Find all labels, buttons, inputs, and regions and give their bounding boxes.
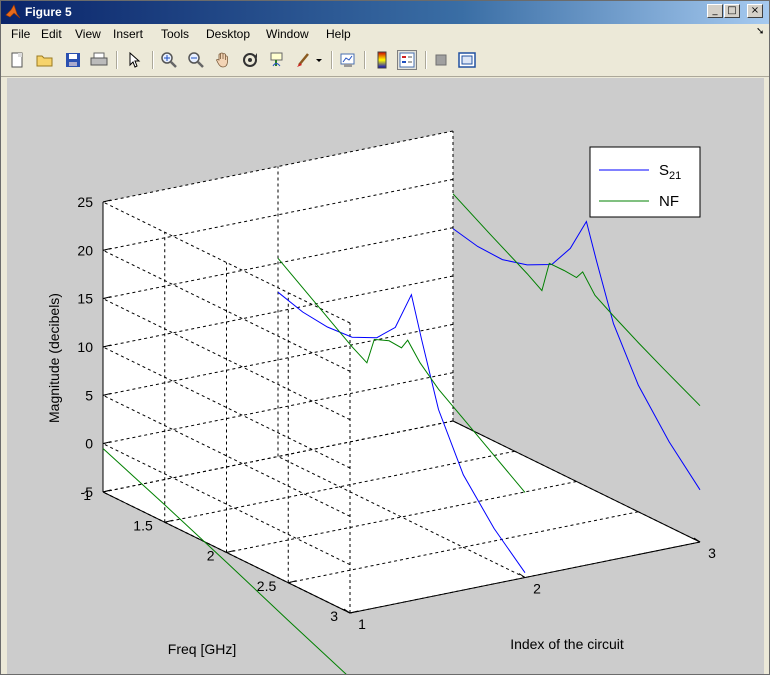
menu-desktop[interactable]: Desktop: [206, 27, 251, 41]
grid-z-side: [102, 394, 351, 517]
title-bar[interactable]: Figure 5 _ □ ×: [1, 1, 769, 24]
zoom-out-icon[interactable]: [186, 50, 206, 70]
series-nf-circuit-2: [277, 257, 526, 493]
toolbar-separator: [425, 51, 427, 69]
z-tick-mark: [102, 199, 112, 203]
toolbar-separator: [152, 51, 154, 69]
save-icon[interactable]: [63, 50, 83, 70]
zlabel: Magnitude (decibels): [46, 293, 62, 423]
y-tick-mark: [349, 610, 359, 614]
new-figure-icon[interactable]: [7, 50, 27, 70]
dock-arrow-icon[interactable]: ➘: [756, 26, 765, 37]
x-tick-label: 2: [533, 581, 541, 597]
figure-toolbar: [1, 44, 769, 77]
z-tick-label: 20: [77, 242, 93, 258]
z-tick-label: 5: [85, 387, 93, 403]
series-s21-circuit-2: [277, 291, 526, 573]
link-plot-icon[interactable]: [338, 50, 358, 70]
figure-canvas[interactable]: -5 0 5 10 15 20 25 1 1.5 2 2.5 3 1 2 3 Magnitude (deci…: [7, 78, 764, 674]
x-tick-label: 1: [358, 616, 366, 632]
y-tick-mark: [226, 550, 235, 553]
y-tick-label: 2.5: [257, 578, 277, 594]
zoom-in-icon[interactable]: [159, 50, 179, 70]
data-cursor-icon[interactable]: [267, 50, 287, 70]
pan-icon[interactable]: [213, 50, 233, 70]
grid-z-side: [102, 298, 351, 421]
brush-dropdown-icon[interactable]: [314, 50, 324, 70]
menu-edit[interactable]: Edit: [41, 27, 62, 41]
close-button[interactable]: ×: [747, 4, 763, 18]
maximize-button[interactable]: □: [724, 4, 740, 18]
y-tick-mark: [102, 489, 112, 493]
grid-x-floor: [277, 456, 526, 578]
legend-nf-label: NF: [659, 193, 679, 210]
series-nf-circuit-3: [452, 193, 701, 407]
menu-file[interactable]: File: [11, 27, 31, 41]
z-tick-mark: [102, 247, 112, 251]
legend-s21-main: S: [659, 162, 669, 179]
y-tick-label: 3: [330, 608, 338, 624]
z-tick-label: -5: [81, 484, 94, 500]
series-s21-circuit-3: [452, 220, 701, 491]
menu-view[interactable]: View: [75, 27, 101, 41]
print-icon[interactable]: [89, 50, 109, 70]
matlab-logo-icon: [5, 4, 21, 19]
x-tick-mark: [343, 608, 351, 614]
y-tick-label: 2: [207, 548, 215, 564]
z-tick-label: 25: [77, 194, 93, 210]
grid-z-side: [102, 249, 351, 372]
z-tick-mark: [102, 392, 112, 396]
plot-3d[interactable]: -5 0 5 10 15 20 25 1 1.5 2 2.5 3 1 2 3 Magnitude (deci…: [7, 78, 764, 674]
data-series: [102, 193, 701, 674]
menu-window[interactable]: Window: [266, 27, 309, 41]
minimize-button[interactable]: _: [707, 4, 723, 18]
y-tick-label: 1: [83, 487, 91, 503]
hide-plot-tools-icon[interactable]: [431, 50, 451, 70]
z-tick-mark: [102, 441, 112, 445]
grid-z-side: [102, 201, 351, 324]
z-tick-label: 10: [77, 339, 93, 355]
z-tick-mark: [102, 344, 112, 348]
menu-tools[interactable]: Tools: [161, 27, 190, 41]
menu-bar: File Edit View Insert Tools Desktop Wind…: [1, 24, 769, 44]
series-nf-circuit-1: [102, 448, 347, 674]
z-tick-label: 0: [85, 436, 93, 452]
toolbar-separator: [364, 51, 366, 69]
legend-s21-label: S21: [659, 162, 681, 182]
grid-z-side: [102, 443, 351, 566]
axis-edge: [452, 420, 701, 543]
y-tick-label: 1.5: [133, 517, 153, 533]
legend-box: [589, 146, 701, 218]
toolbar-separator: [331, 51, 333, 69]
y-tick-mark: [288, 580, 297, 584]
legend-s21-sub: 21: [669, 170, 681, 182]
legend[interactable]: S21 NF: [589, 146, 701, 218]
edit-plot-icon[interactable]: [124, 50, 144, 70]
legend-icon[interactable]: [397, 50, 417, 70]
window-title: Figure 5: [25, 5, 72, 19]
tick-labels: -5 0 5 10 15 20 25 1 1.5 2 2.5 3 1 2 3: [77, 194, 716, 632]
ylabel: Freq [GHz]: [168, 641, 236, 657]
y-tick-mark: [164, 519, 173, 523]
x-tick-mark: [518, 573, 526, 578]
brush-icon[interactable]: [294, 50, 314, 70]
menu-help[interactable]: Help: [326, 27, 351, 41]
z-tick-mark: [102, 296, 112, 300]
x-tick-label: 3: [708, 545, 716, 561]
z-tick-label: 15: [77, 291, 93, 307]
show-plot-tools-icon[interactable]: [457, 50, 477, 70]
open-file-icon[interactable]: [35, 50, 55, 70]
grid-z-side: [102, 346, 351, 469]
menu-insert[interactable]: Insert: [113, 27, 144, 41]
rotate-3d-icon[interactable]: [240, 50, 260, 70]
colorbar-icon[interactable]: [372, 50, 392, 70]
toolbar-separator: [116, 51, 118, 69]
xlabel: Index of the circuit: [510, 636, 624, 652]
x-tick-mark: [693, 537, 701, 543]
